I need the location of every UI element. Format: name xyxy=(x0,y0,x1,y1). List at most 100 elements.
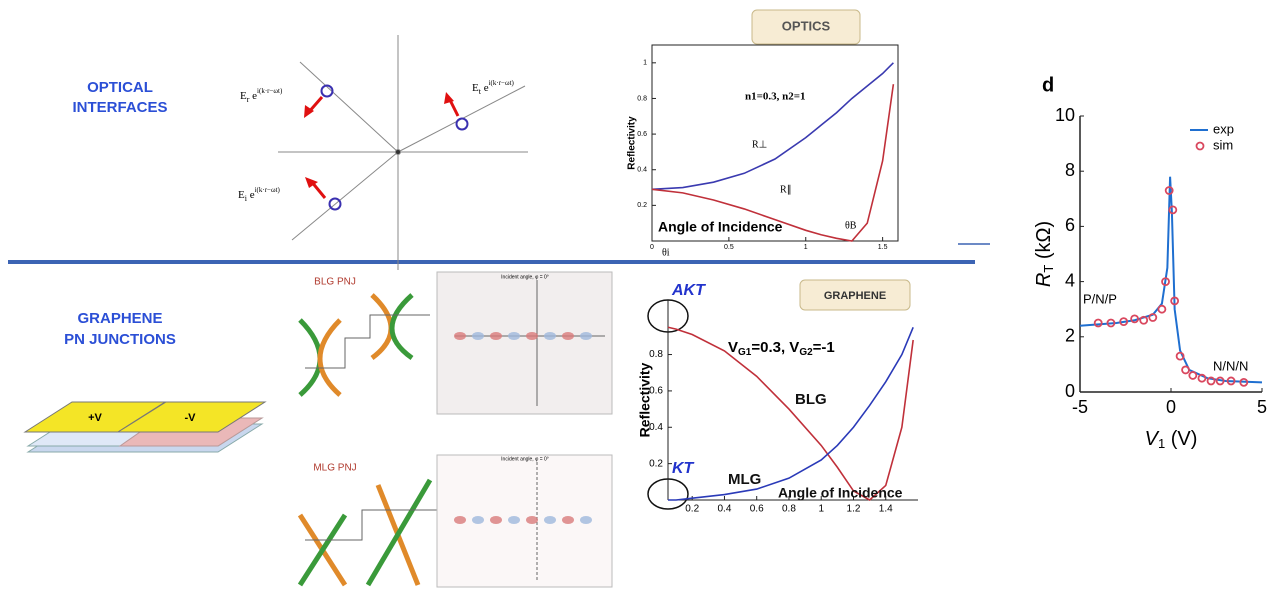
map-dot xyxy=(472,516,484,524)
condition-part: G2 xyxy=(799,347,813,358)
map-dot xyxy=(490,516,502,524)
potential xyxy=(305,510,440,540)
annotation: θB xyxy=(845,220,857,231)
map-dot xyxy=(562,516,574,524)
x-tick-label: 1 xyxy=(818,504,824,515)
section-label: OPTICAL xyxy=(87,79,153,96)
y-axis-label: RT (kΩ) xyxy=(1033,221,1056,287)
y-tick-label: 0.2 xyxy=(637,202,647,209)
band xyxy=(300,320,320,395)
y-tick-label: 1 xyxy=(643,60,647,67)
map-dot xyxy=(508,516,520,524)
x-tick-label: 0.4 xyxy=(717,504,731,515)
origin xyxy=(396,150,401,155)
y-label-part: T xyxy=(1041,265,1056,273)
legend-label: sim xyxy=(1213,137,1233,152)
y-tick-label: 0.4 xyxy=(637,167,647,174)
y-axis-label: Reflectivity xyxy=(627,116,638,170)
data-point xyxy=(1189,372,1196,379)
band-title: MLG PNJ xyxy=(313,463,356,474)
x-tick-label: 1.5 xyxy=(878,244,888,251)
x-tick-label: 5 xyxy=(1257,397,1267,417)
data-point xyxy=(1158,306,1165,313)
map-dot xyxy=(580,516,592,524)
field-label: Er ei(k·r−ωt) xyxy=(240,87,283,104)
x-tick-label: 0.8 xyxy=(782,504,796,515)
condition-part: G1 xyxy=(738,347,752,358)
x-label-part: (V) xyxy=(1165,428,1197,450)
band-diagram xyxy=(300,295,430,395)
x-tick-label: 0.2 xyxy=(685,504,699,515)
map-dot xyxy=(562,332,574,340)
band xyxy=(392,295,412,358)
data-line xyxy=(652,84,893,241)
map-dot xyxy=(544,516,556,524)
band xyxy=(368,480,430,585)
x-tick-label: 1.2 xyxy=(847,504,861,515)
y-axis-label: Reflectivity xyxy=(637,362,653,437)
map-dot xyxy=(454,332,466,340)
y-tick-label: 4 xyxy=(1065,270,1075,290)
x-tick-label: 0 xyxy=(650,244,654,251)
y-tick-label: 2 xyxy=(1065,326,1075,346)
x-tick-label: 1.4 xyxy=(879,504,893,515)
map-dot xyxy=(526,516,538,524)
map-dot xyxy=(490,332,502,340)
legend-label: exp xyxy=(1213,121,1234,136)
annotation: BLG xyxy=(795,391,827,408)
section-label: PN JUNCTIONS xyxy=(64,331,176,348)
annotation: n1=0.3, n2=1 xyxy=(745,91,806,103)
band xyxy=(320,320,340,395)
legend-marker xyxy=(1197,143,1204,150)
map-dot xyxy=(526,332,538,340)
y-tick-label: 6 xyxy=(1065,215,1075,235)
field-label: Et ei(k·r−ωt) xyxy=(472,79,515,96)
x-axis-label: V1 (V) xyxy=(1145,428,1198,451)
curve-label: R∥ xyxy=(780,184,792,195)
section-label: INTERFACES xyxy=(72,99,167,116)
y-tick-label: 0.8 xyxy=(649,349,663,360)
map-panel xyxy=(437,272,612,587)
y-tick-label: 0.2 xyxy=(649,458,663,469)
condition: VG1=0.3, VG2=-1 xyxy=(728,339,835,358)
x-tick-label: -5 xyxy=(1072,397,1088,417)
figure: OPTICAL INTERFACES GRAPHENE PN JUNCTIONS… xyxy=(0,0,1272,591)
map-dot xyxy=(544,332,556,340)
incident-ray xyxy=(292,152,398,240)
curve-label: R⊥ xyxy=(752,139,767,150)
map-dot xyxy=(580,332,592,340)
annotation: KT xyxy=(672,460,695,477)
gate-label: -V xyxy=(185,412,197,424)
y-tick-label: 8 xyxy=(1065,160,1075,180)
condition-part: =-1 xyxy=(813,339,835,356)
x-tick-label: 1 xyxy=(804,244,808,251)
x-tick-label: 0.5 xyxy=(724,244,734,251)
condition-part: =0.3, V xyxy=(751,339,799,356)
condition-part: V xyxy=(728,339,738,356)
annotation: θi xyxy=(662,247,670,258)
annotation: P/N/P xyxy=(1083,291,1117,306)
y-label-part: R xyxy=(1033,273,1055,287)
annotation: AKT xyxy=(671,282,706,299)
tag: GRAPHENE xyxy=(824,290,886,302)
map-frame xyxy=(437,272,612,414)
device xyxy=(25,402,265,452)
tag: OPTICS xyxy=(782,18,831,33)
map-title: Incident angle, φ = 0° xyxy=(501,274,549,280)
section-label: GRAPHENE xyxy=(77,310,162,327)
field-label: Ei ei(k·r−ωt) xyxy=(238,186,281,203)
gate-label: +V xyxy=(88,412,102,424)
map-dot xyxy=(454,516,466,524)
y-tick-label: 0.6 xyxy=(637,131,647,138)
band-title: BLG PNJ xyxy=(314,277,356,288)
annotation: Angle of Incidence xyxy=(658,219,783,235)
ray-diagram xyxy=(278,35,528,270)
map-dot xyxy=(472,332,484,340)
y-label-part: (kΩ) xyxy=(1033,221,1055,265)
data-line xyxy=(652,63,893,190)
map-title: Incident angle, φ = 0° xyxy=(501,456,549,462)
map-dot xyxy=(508,332,520,340)
annotation: N/N/N xyxy=(1213,358,1248,373)
x-label-part: 1 xyxy=(1158,436,1165,451)
panel-label: d xyxy=(1042,74,1054,96)
